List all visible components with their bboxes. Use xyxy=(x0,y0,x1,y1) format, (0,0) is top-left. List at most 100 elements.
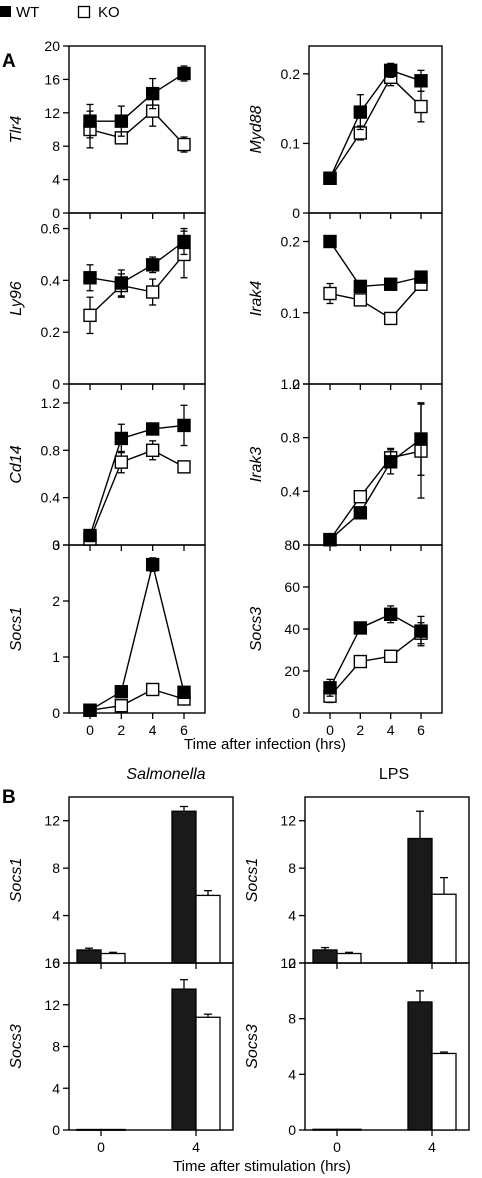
bar-lps-socs3-wt-bar xyxy=(312,1128,338,1131)
plot-tlr4-ko-point xyxy=(177,137,191,152)
plot-socs3-ytick-label: 20 xyxy=(284,663,300,679)
bar-salmonella-socs3-ytick-label: 8 xyxy=(52,1039,60,1055)
plot-irak3-wt-point xyxy=(414,432,428,446)
bar-lps-socs3-ko-bar xyxy=(336,1128,362,1131)
bar-lps-socs1-ko-bar xyxy=(336,952,362,964)
plot-socs1-ko-point xyxy=(114,699,129,713)
bar-salmonella-socs1-ko-bar xyxy=(100,952,126,964)
bar-lps-socs3-ytick-label: 4 xyxy=(288,1066,296,1082)
plot-socs3-ytick-label: 40 xyxy=(284,621,300,637)
plot-myd88-ko-line xyxy=(329,76,422,179)
plot-socs1-ytick-label: 1 xyxy=(52,649,60,665)
plot-ly96-ytick-label: 0.6 xyxy=(41,221,61,237)
plot-socs1-wt-line xyxy=(89,564,185,711)
plot-cd14-ylabel: Cd14 xyxy=(8,445,25,483)
plot-tlr4-ytick-label: 8 xyxy=(52,138,60,154)
plot-cd14-ytick-label: 0 xyxy=(52,537,60,553)
bar-salmonella-socs1-ylabel: Socs1 xyxy=(8,858,25,902)
bar-salmonella-socs1-wt-bar xyxy=(171,810,197,964)
panel-b-xlabel: Time after stimulation (hrs) xyxy=(173,1158,351,1175)
plot-socs1-xtick-label: 2 xyxy=(117,722,125,738)
plot-myd88-wt-point xyxy=(353,105,368,119)
plot-irak4-ytick-label: 0 xyxy=(292,376,300,392)
plot-irak4-wt-point xyxy=(383,277,398,291)
bar-salmonella-socs3-wt-bar xyxy=(76,1128,102,1131)
bar-salmonella-socs3: 0 4 8 12 16 Socs3 0 4 xyxy=(8,955,234,1155)
bar-salmonella-socs3-ko-bar xyxy=(100,1128,126,1131)
plot-ly96: 0 0.2 0.4 0.6 Ly96 xyxy=(8,212,206,392)
plot-socs3-ytick-label: 80 xyxy=(284,537,300,553)
bar-lps-socs3-xtick-label: 4 xyxy=(428,1139,436,1155)
plot-ly96-wt-point xyxy=(83,271,97,285)
plot-ly96-ytick-label: 0.2 xyxy=(41,324,61,340)
bar-lps-socs1-ko-bar xyxy=(431,893,457,964)
legend-ko-label: KO xyxy=(98,4,120,21)
plot-cd14-ytick-label: 0.8 xyxy=(41,442,61,458)
plot-socs3-wt-point xyxy=(353,621,368,635)
plot-ly96-ko-point xyxy=(83,308,97,323)
plot-irak3-wt-point xyxy=(323,532,337,547)
bar-salmonella-socs3-wt-bar xyxy=(171,988,197,1131)
bar-salmonella-socs3-ytick-label: 0 xyxy=(52,1122,60,1138)
plot-irak4-ytick-label: 0.2 xyxy=(281,234,301,250)
plot-irak4-ytick-label: 0.1 xyxy=(281,305,301,321)
plot-irak4-ko-point xyxy=(353,293,368,307)
plot-tlr4-wt-point xyxy=(114,114,129,128)
plot-cd14-wt-point xyxy=(177,418,191,433)
plot-socs1-xtick-label: 6 xyxy=(180,722,188,738)
plot-socs1-frame xyxy=(68,544,206,714)
plot-cd14-wt-line xyxy=(89,424,185,536)
plot-irak3-ytick-label: 0.8 xyxy=(281,430,301,446)
plot-ly96-ylabel: Ly96 xyxy=(8,281,25,316)
bar-lps-socs1-ytick-label: 0 xyxy=(288,955,296,971)
plot-irak3-wt-point xyxy=(383,455,398,469)
plot-myd88-wt-point xyxy=(414,74,428,88)
plot-socs1-wt-point xyxy=(145,557,160,572)
plot-tlr4-wt-point xyxy=(145,86,160,101)
panel-a-xlabel: Time after infection (hrs) xyxy=(184,736,346,753)
plot-socs3-xtick-label: 4 xyxy=(387,722,395,738)
plot-ly96-ko-line xyxy=(89,254,185,316)
plot-ly96-wt-point xyxy=(177,234,191,249)
legend-ko-swatch xyxy=(77,5,91,19)
plot-socs3-ko-point xyxy=(383,649,398,663)
plot-irak3: 0 0.4 0.8 1.2 Irak3 xyxy=(248,376,443,553)
plot-tlr4-wt-point xyxy=(83,114,97,128)
bar-salmonella-socs3-ytick-label: 12 xyxy=(44,997,60,1013)
plot-cd14-wt-point xyxy=(83,528,97,543)
bar-lps-socs3-xtick-label: 0 xyxy=(333,1139,341,1155)
plot-socs3-wt-point xyxy=(414,624,428,638)
plot-socs1-xtick-label: 4 xyxy=(149,722,157,738)
legend: WT KO xyxy=(0,4,120,21)
bar-lps-socs3: 0 4 8 12 Socs3 0 4 xyxy=(244,955,470,1155)
plot-myd88-wt-line xyxy=(329,69,422,179)
plot-tlr4: 0 4 8 12 16 20 Tlr4 xyxy=(8,38,206,221)
bar-lps-socs3-wt-bar xyxy=(407,1001,433,1131)
plot-irak4-wt-point xyxy=(323,234,337,249)
plot-socs3-xtick-label: 0 xyxy=(326,722,334,738)
plot-ly96-wt-point xyxy=(145,258,160,272)
plot-ly96-ytick-label: 0 xyxy=(52,376,60,392)
plot-socs1-ytick-label: 2 xyxy=(52,593,60,609)
plot-socs3-ytick-label: 0 xyxy=(292,705,300,721)
plot-cd14-wt-point xyxy=(145,422,160,436)
plot-irak3-frame xyxy=(308,383,443,546)
column-title-lps: LPS xyxy=(379,766,409,783)
plot-socs1-ylabel: Socs1 xyxy=(8,607,25,651)
plot-myd88-wt-point xyxy=(323,171,337,185)
plot-socs1-ko-point xyxy=(145,682,160,697)
plot-tlr4-ytick-label: 4 xyxy=(52,172,60,188)
plot-irak3-wt-line xyxy=(329,438,422,541)
plot-myd88-frame xyxy=(308,45,443,214)
bar-lps-socs3-ytick-label: 12 xyxy=(280,955,296,971)
plot-cd14-ytick-label: 0.4 xyxy=(41,490,61,506)
bar-lps-socs3-ytick-label: 8 xyxy=(288,1011,296,1027)
plot-socs1-ytick-label: 0 xyxy=(52,705,60,721)
plot-cd14-ko-point xyxy=(177,460,191,474)
plot-myd88-wt-point xyxy=(383,63,398,78)
plot-ly96-ytick-label: 0.4 xyxy=(41,272,61,288)
plot-socs3-ko-line xyxy=(329,632,422,697)
plot-tlr4-ytick-label: 20 xyxy=(44,38,60,54)
plot-tlr4-ytick-label: 16 xyxy=(44,71,60,87)
bar-lps-socs1-wt-bar xyxy=(407,837,433,964)
